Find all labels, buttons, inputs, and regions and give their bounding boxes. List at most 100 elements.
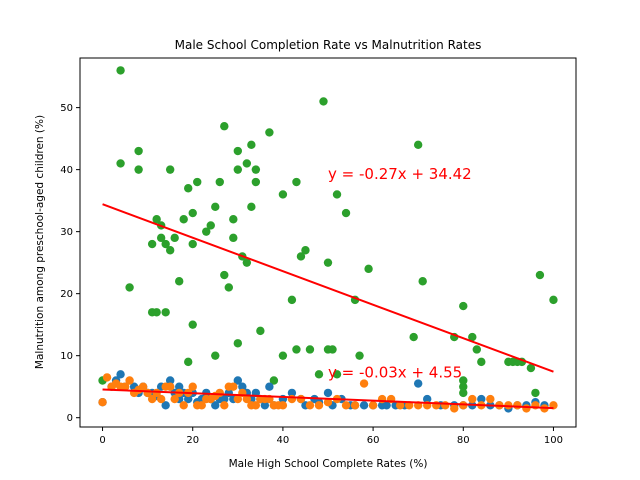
- trend-equation-label-0: y = -0.27x + 34.42: [328, 165, 472, 183]
- data-point-s0-36: [233, 165, 243, 174]
- data-point-s2-61: [468, 394, 477, 404]
- data-point-s0-29: [215, 177, 224, 187]
- data-point-s0-28: [211, 202, 220, 212]
- data-point-s0-20: [184, 184, 193, 193]
- data-point-s2-48: [350, 401, 360, 410]
- data-point-s2-20: [188, 382, 197, 391]
- data-point-s0-33: [229, 215, 238, 224]
- y-tick-label: 50: [60, 103, 73, 114]
- data-point-s0-61: [332, 190, 342, 199]
- y-tick-label: 20: [60, 289, 73, 300]
- data-point-s2-1: [102, 373, 112, 382]
- data-point-s2-22: [197, 401, 206, 410]
- data-point-s0-27: [211, 351, 220, 360]
- data-point-s0-24: [193, 177, 202, 187]
- data-point-s0-56: [314, 370, 324, 379]
- data-point-s0-14: [165, 165, 175, 174]
- x-tick-label: 0: [99, 435, 105, 446]
- plot-frame: [79, 57, 577, 428]
- x-tick-label: 40: [277, 435, 290, 446]
- data-point-s0-30: [220, 122, 229, 131]
- y-tick-label: 10: [60, 351, 73, 362]
- data-point-s1-12: [161, 401, 170, 410]
- data-point-s0-48: [278, 190, 288, 199]
- data-point-s2-27: [220, 401, 229, 410]
- data-point-s0-60: [328, 345, 337, 354]
- data-point-s0-45: [256, 326, 265, 336]
- data-point-s1-14: [165, 376, 175, 385]
- data-point-s2-6: [125, 376, 134, 385]
- data-point-s0-50: [287, 295, 297, 305]
- data-point-s2-40: [278, 401, 288, 410]
- data-point-s0-17: [175, 277, 184, 286]
- data-point-s2-42: [296, 394, 306, 404]
- data-point-s0-31: [220, 270, 229, 280]
- data-point-s0-72: [459, 376, 468, 385]
- data-point-s0-22: [188, 208, 197, 218]
- data-point-s0-13: [161, 239, 170, 249]
- data-point-s0-3: [125, 283, 134, 292]
- x-tick-label: 100: [544, 435, 563, 446]
- data-point-s2-49: [359, 379, 369, 388]
- data-point-s2-67: [522, 404, 531, 413]
- data-point-s0-49: [278, 351, 288, 360]
- data-point-s1-36: [260, 401, 270, 410]
- data-point-s2-0: [98, 397, 107, 407]
- data-point-s0-10: [156, 233, 166, 243]
- data-point-s1-27: [220, 394, 229, 404]
- data-point-s2-63: [486, 394, 495, 404]
- data-point-s1-56: [413, 379, 423, 388]
- data-point-s0-4: [134, 165, 143, 174]
- trend-line-1: [102, 388, 554, 410]
- data-point-s2-13: [156, 394, 166, 404]
- data-point-s0-59: [323, 258, 333, 267]
- data-point-s1-62: [477, 394, 486, 404]
- data-point-s1-37: [265, 382, 274, 391]
- data-point-s0-74: [459, 388, 468, 398]
- axis-ticks: 0 20 40 60 80 100 0 10 20 30 40 50: [60, 103, 563, 446]
- data-point-s1-19: [184, 394, 193, 404]
- data-point-s0-51: [292, 177, 301, 187]
- data-point-s2-58: [441, 401, 450, 410]
- data-point-s0-53: [296, 252, 306, 261]
- data-point-s1-53: [382, 401, 391, 410]
- data-point-s0-21: [188, 320, 197, 329]
- data-point-s2-29: [229, 382, 238, 391]
- data-point-s0-52: [292, 345, 301, 354]
- data-point-s0-65: [355, 351, 364, 360]
- data-point-s0-15: [165, 246, 175, 255]
- data-point-s0-85: [549, 295, 558, 305]
- data-point-s0-25: [202, 227, 211, 236]
- data-point-s2-53: [395, 401, 405, 410]
- x-axis-label: Male High School Complete Rates (%): [229, 458, 428, 470]
- data-point-s2-15: [165, 382, 175, 391]
- data-point-s0-12: [161, 308, 170, 317]
- chart-title: Male School Completion Rate vs Malnutrit…: [175, 38, 482, 52]
- data-point-s2-47: [341, 401, 351, 410]
- data-point-s2-18: [179, 401, 188, 410]
- data-point-s2-32: [242, 394, 252, 404]
- data-point-s0-54: [301, 246, 310, 255]
- trend-lines: y = -0.27x + 34.42 y = -0.03x + 4.55: [102, 165, 554, 410]
- data-point-s0-18: [179, 215, 188, 224]
- data-point-s0-7: [147, 239, 157, 249]
- data-point-s0-34: [229, 233, 238, 243]
- data-point-s1-31: [238, 382, 247, 391]
- x-tick-label: 20: [186, 435, 199, 446]
- data-point-s0-66: [364, 264, 373, 274]
- data-point-s2-30: [233, 394, 243, 404]
- data-point-s0-40: [242, 159, 252, 168]
- data-point-s2-5: [120, 382, 130, 391]
- data-point-s2-44: [314, 401, 324, 410]
- data-point-s1-45: [323, 388, 333, 398]
- data-point-s0-68: [413, 140, 423, 150]
- data-point-s0-83: [531, 388, 540, 398]
- data-point-s1-17: [175, 382, 184, 391]
- data-point-s2-50: [368, 401, 378, 410]
- data-point-s0-26: [206, 221, 215, 230]
- data-point-s0-39: [242, 258, 252, 267]
- data-point-s0-73: [459, 382, 468, 391]
- data-point-s0-44: [251, 177, 261, 187]
- data-point-s0-47: [269, 376, 279, 385]
